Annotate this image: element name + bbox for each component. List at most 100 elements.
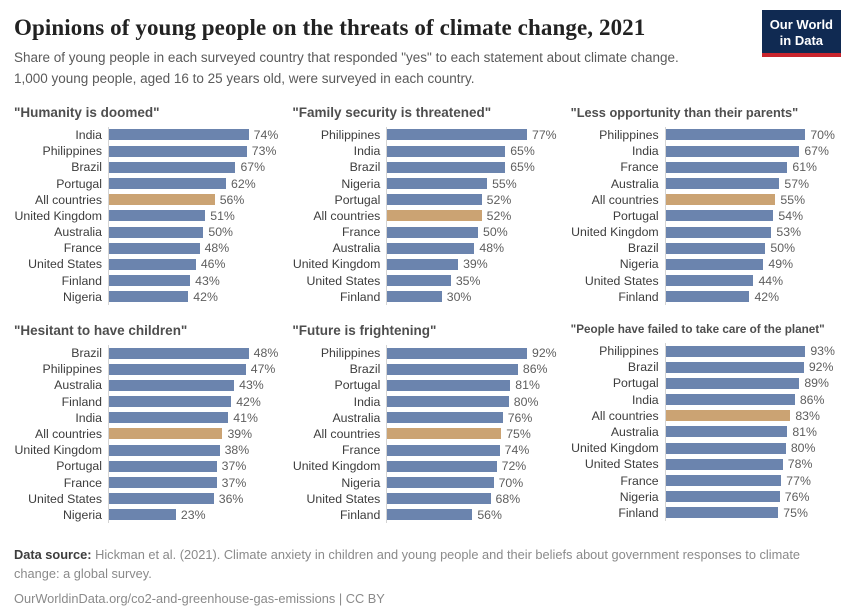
bar xyxy=(387,379,511,391)
value-label: 77% xyxy=(531,127,557,142)
bar xyxy=(665,242,766,254)
country-label: Nigeria xyxy=(63,507,102,522)
value-label: 48% xyxy=(204,241,230,256)
bar xyxy=(665,145,800,157)
bar xyxy=(665,394,795,406)
bar xyxy=(109,396,232,408)
country-label: All countries xyxy=(313,426,381,441)
value-label: 23% xyxy=(180,507,206,522)
bar xyxy=(665,475,782,486)
bar-row: All countries 55% xyxy=(571,191,836,208)
bar-row: Philippines 73% xyxy=(14,143,279,160)
bar-track: 37% xyxy=(108,458,279,475)
bar-row: United States 78% xyxy=(571,456,836,473)
subtitle: Share of young people in each surveyed c… xyxy=(14,50,679,86)
bar xyxy=(387,129,527,141)
country-label: France xyxy=(620,473,659,488)
bar-row: India 41% xyxy=(14,409,279,426)
value-label: 47% xyxy=(250,362,276,377)
bar-highlighted xyxy=(665,194,776,206)
bar xyxy=(387,509,473,521)
chart-title: "Family security is threatened" xyxy=(292,104,492,120)
bar xyxy=(109,129,249,141)
value-label: 74% xyxy=(253,127,279,142)
bar-track: 36% xyxy=(108,490,279,507)
value-label: 92% xyxy=(808,360,834,375)
bar-track: 80% xyxy=(386,393,557,410)
bar-row: Australia 48% xyxy=(292,240,557,257)
bar-row: Nigeria 23% xyxy=(14,506,279,523)
bar-row: India 80% xyxy=(292,393,557,410)
bar-row: Australia 81% xyxy=(571,423,836,441)
bar xyxy=(109,258,196,270)
bar-row: France 50% xyxy=(292,223,557,241)
value-label: 86% xyxy=(799,392,825,407)
bar xyxy=(387,347,527,359)
bar-row: Philippines 70% xyxy=(571,126,836,144)
country-label: India xyxy=(353,144,381,159)
bar xyxy=(387,363,518,375)
value-label: 44% xyxy=(758,273,784,288)
bar-track: 42% xyxy=(108,288,279,305)
bar-row: Brazil 67% xyxy=(14,159,279,176)
chart-bars: Philippines 93% Brazil 92% Portugal 89% India 8… xyxy=(571,342,836,521)
chart-bars: India 74% Philippines 73% Brazil 67% Portugal 6… xyxy=(14,126,279,305)
bar-track: 73% xyxy=(108,143,279,160)
bar xyxy=(109,363,246,375)
bar xyxy=(387,275,451,287)
bar-row: Australia 57% xyxy=(571,175,836,192)
bar-row: Brazil 92% xyxy=(571,359,836,376)
value-label: 89% xyxy=(804,376,829,391)
bar-row: United States 35% xyxy=(292,272,557,289)
bar-track: 52% xyxy=(386,191,557,208)
country-label: Nigeria xyxy=(619,257,659,272)
country-label: Portugal xyxy=(334,192,381,207)
bar xyxy=(109,242,200,254)
bar xyxy=(109,161,236,173)
value-label: 61% xyxy=(792,160,817,175)
country-label: All countries xyxy=(591,192,659,207)
bar-track: 50% xyxy=(664,240,836,257)
bar-track: 75% xyxy=(664,504,836,521)
bar-highlighted xyxy=(109,428,223,440)
bar-row: United Kingdom 51% xyxy=(14,207,279,224)
country-label: India xyxy=(631,392,659,407)
country-label: Brazil xyxy=(627,360,659,375)
bar-track: 53% xyxy=(664,223,836,241)
bar xyxy=(665,442,786,454)
country-label: Philippines xyxy=(42,362,102,377)
bar-track: 61% xyxy=(664,159,836,176)
bar xyxy=(387,194,482,206)
bar-track: 57% xyxy=(664,175,836,192)
bar-track: 43% xyxy=(108,377,279,394)
header: Opinions of young people on the threats … xyxy=(14,10,841,90)
page-title: Opinions of young people on the threats … xyxy=(14,15,646,40)
bar-row: United Kingdom 80% xyxy=(571,440,836,457)
value-label: 52% xyxy=(486,208,512,223)
bar-track: 74% xyxy=(386,442,557,459)
country-label: Brazil xyxy=(349,362,381,377)
value-label: 57% xyxy=(784,176,810,191)
bar xyxy=(387,145,506,157)
bar-row: Portugal 54% xyxy=(571,207,836,224)
chart-title: "Humanity is doomed" xyxy=(14,104,160,120)
bar-row: France 74% xyxy=(292,442,557,459)
bar xyxy=(109,291,189,303)
bar xyxy=(109,145,247,157)
bar-row: Portugal 37% xyxy=(14,458,279,475)
bar xyxy=(665,161,788,173)
charts-grid: "Humanity is doomed" India 74% Philippines… xyxy=(14,105,836,523)
bar-track: 52% xyxy=(386,207,557,224)
country-label: Finland xyxy=(61,394,102,409)
bar-row: France 37% xyxy=(14,474,279,491)
bar-track: 38% xyxy=(108,442,279,459)
bar-track: 48% xyxy=(386,240,557,257)
value-label: 92% xyxy=(531,346,557,360)
bar xyxy=(665,129,806,141)
bar-row: Nigeria 42% xyxy=(14,288,279,305)
value-label: 78% xyxy=(787,457,813,472)
bar-row: France 61% xyxy=(571,159,836,176)
bar-track: 46% xyxy=(108,256,279,273)
bar xyxy=(665,361,804,373)
country-label: United States xyxy=(584,457,659,472)
